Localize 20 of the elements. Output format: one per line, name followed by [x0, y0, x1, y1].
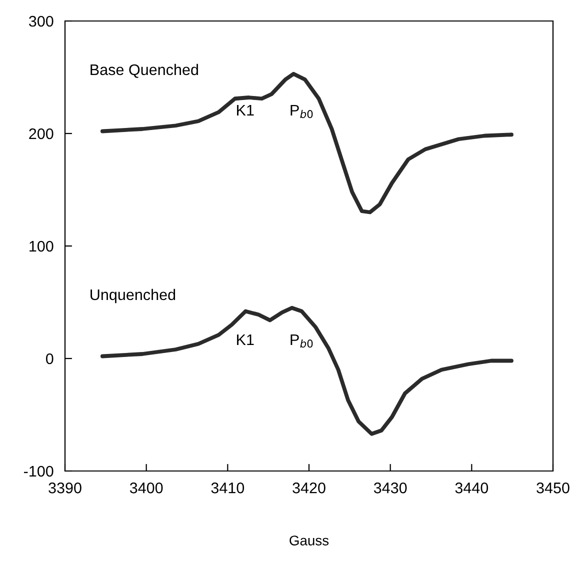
annotation: K1	[237, 104, 254, 116]
x-tick-label: 3390	[48, 482, 82, 494]
x-tick-label: 3400	[130, 482, 163, 494]
annotation: P$_{b0}$	[290, 104, 313, 118]
annotation: Base Quenched	[90, 64, 198, 78]
y-tick-label: -100	[24, 466, 54, 477]
x-tick-label: 3450	[536, 482, 570, 494]
y-tick-label: 0	[46, 353, 54, 364]
annotation: Unquenched	[90, 288, 176, 304]
y-tick-label: 100	[30, 240, 54, 252]
line-series	[100, 306, 514, 436]
annotation: P$_{b0}$	[290, 334, 313, 348]
annotation: K1	[237, 334, 254, 345]
x-axis-title: Gauss	[290, 536, 329, 546]
x-tick-label: 3430	[374, 482, 407, 494]
x-tick-label: 3410	[211, 482, 244, 494]
x-tick-label: 3440	[455, 482, 488, 494]
x-tick-label: 3420	[292, 482, 326, 494]
y-tick-label: 300	[28, 16, 54, 27]
y-tick-label: 200	[29, 128, 54, 140]
